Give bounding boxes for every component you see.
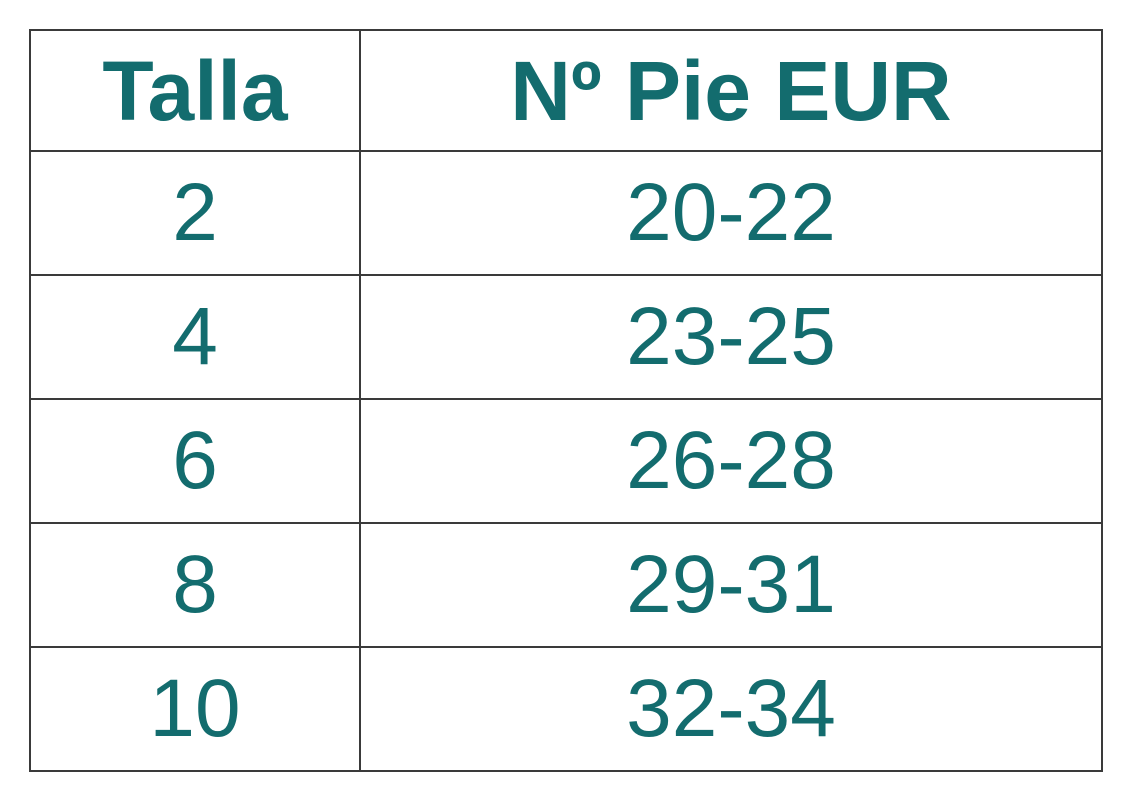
header-cell-pie-eur: Nº Pie EUR bbox=[359, 29, 1103, 152]
table-row: 8 29-31 bbox=[29, 522, 1103, 648]
table-row: 6 26-28 bbox=[29, 398, 1103, 524]
pie-eur-cell: 29-31 bbox=[359, 522, 1103, 648]
talla-cell: 6 bbox=[29, 398, 361, 524]
header-cell-talla: Talla bbox=[29, 29, 361, 152]
size-conversion-table: Talla Nº Pie EUR 2 20-22 4 23-25 6 26-28… bbox=[29, 29, 1103, 772]
table-row: 4 23-25 bbox=[29, 274, 1103, 400]
pie-eur-cell: 32-34 bbox=[359, 646, 1103, 772]
talla-cell: 4 bbox=[29, 274, 361, 400]
talla-cell: 2 bbox=[29, 150, 361, 276]
talla-cell: 10 bbox=[29, 646, 361, 772]
pie-eur-cell: 20-22 bbox=[359, 150, 1103, 276]
pie-eur-cell: 23-25 bbox=[359, 274, 1103, 400]
pie-eur-cell: 26-28 bbox=[359, 398, 1103, 524]
talla-cell: 8 bbox=[29, 522, 361, 648]
table-row: 10 32-34 bbox=[29, 646, 1103, 772]
header-row: Talla Nº Pie EUR bbox=[29, 29, 1103, 152]
table-row: 2 20-22 bbox=[29, 150, 1103, 276]
